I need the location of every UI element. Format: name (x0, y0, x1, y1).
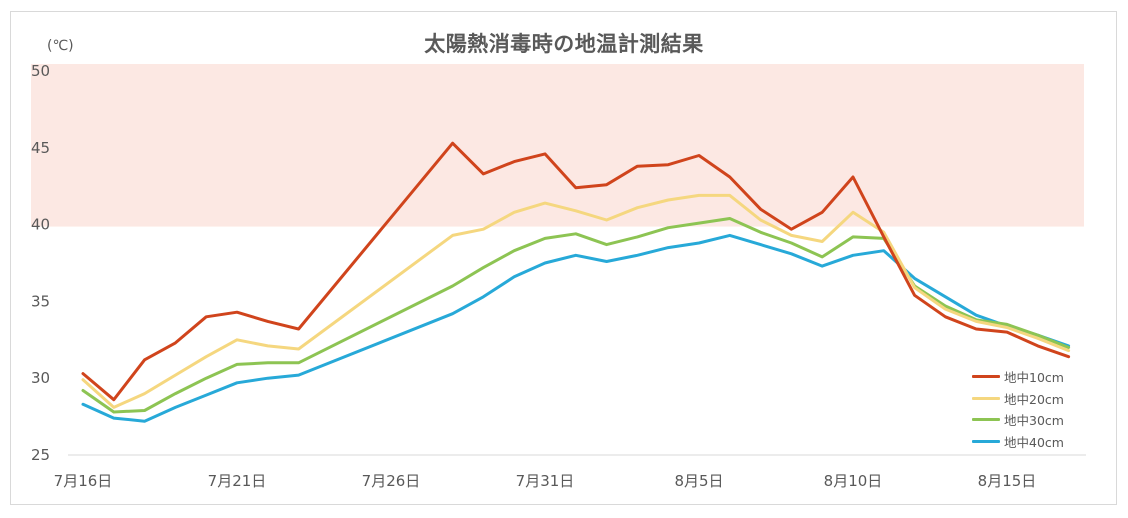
y-tick-label: 25 (31, 446, 50, 464)
legend-label: 地中30cm (1004, 413, 1064, 429)
series-line-地中30cm (81, 217, 1071, 414)
legend-swatch-30cm (972, 418, 1000, 422)
legend-label: 地中40cm (1004, 434, 1064, 450)
x-tick-label: 7月31日 (516, 472, 575, 490)
legend-swatch-40cm (972, 439, 1000, 443)
y-axis-unit-label: (℃) (47, 38, 74, 54)
x-tick-label: 7月21日 (208, 472, 267, 490)
y-tick-label: 45 (31, 139, 50, 157)
legend-swatch-20cm (972, 396, 1000, 400)
x-tick-label: 7月26日 (362, 472, 421, 490)
x-tick-label: 8月15日 (978, 472, 1037, 490)
chart-legend: 地中10cm 地中20cm 地中30cm 地中40cm (972, 366, 1064, 452)
legend-item-40cm: 地中40cm (972, 431, 1064, 453)
legend-label: 地中10cm (1004, 370, 1064, 386)
legend-item-10cm: 地中10cm (972, 366, 1064, 388)
x-tick-label: 8月5日 (674, 472, 723, 490)
x-tick-label: 7月16日 (54, 472, 113, 490)
legend-item-30cm: 地中30cm (972, 409, 1064, 431)
series-line-地中10cm (81, 141, 1071, 402)
y-tick-label: 50 (31, 62, 50, 80)
legend-item-20cm: 地中20cm (972, 388, 1064, 410)
legend-label: 地中20cm (1004, 391, 1064, 407)
legend-swatch-10cm (972, 375, 1000, 379)
y-tick-label: 30 (31, 369, 50, 387)
y-tick-label: 40 (31, 216, 50, 234)
series-line-地中20cm (81, 193, 1071, 409)
highlight-band-40-50 (31, 64, 1084, 227)
series-line-地中40cm (81, 233, 1071, 423)
chart-title: 太陽熱消毒時の地温計測結果 (424, 32, 704, 56)
x-tick-label: 8月10日 (824, 472, 883, 490)
y-tick-label: 35 (31, 292, 50, 310)
